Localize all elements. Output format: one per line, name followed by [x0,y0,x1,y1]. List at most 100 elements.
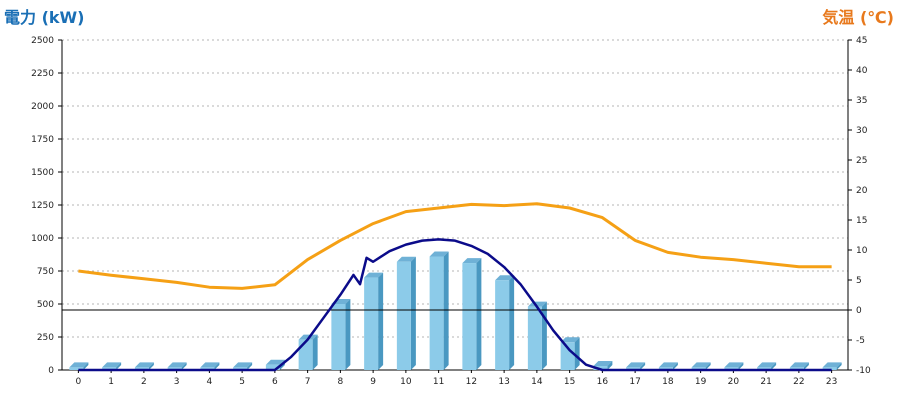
bar-top [822,362,842,368]
bar-side [312,334,318,370]
left-tick-label: 250 [37,333,54,343]
x-tick-label: 1 [108,377,114,387]
bar [167,367,182,370]
bar [593,366,608,370]
right-tick-label: 30 [856,126,868,136]
left-tick-label: 1500 [31,168,54,178]
bar-top [167,362,187,368]
right-tick-label: 10 [856,246,868,256]
bar [69,367,84,370]
bar-side [836,362,842,370]
bar-top [789,362,809,368]
bar-side [116,362,122,370]
right-tick-label: 20 [856,186,868,196]
x-tick-label: 4 [207,377,213,387]
bar-top [364,272,384,278]
bar-top [691,362,711,368]
left-tick-label: 1250 [31,201,54,211]
bar-side [148,362,154,370]
bar [560,342,575,370]
right-tick-label: -5 [856,336,865,346]
bar-side [410,256,416,370]
x-tick-label: 16 [597,377,609,387]
x-tick-label: 18 [662,377,674,387]
x-tick-label: 7 [305,377,311,387]
x-tick-label: 10 [400,377,412,387]
bar-top [593,361,613,367]
bar-top [233,362,253,368]
bar [364,277,379,370]
bar-top [69,362,89,368]
bar-side [83,362,89,370]
x-tick-label: 23 [826,377,837,387]
bar-top [429,251,449,257]
x-tick-label: 22 [793,377,804,387]
left-tick-label: 1000 [31,234,54,244]
x-tick-label: 5 [239,377,245,387]
bar-side [705,362,711,370]
left-tick-label: 750 [37,267,54,277]
bar-top [462,258,482,264]
x-tick-label: 14 [531,377,543,387]
right-tick-label: 0 [856,306,862,316]
bar-top [560,337,580,343]
left-axis-title: 電力 (kW) [4,8,85,27]
bar-top [200,362,220,368]
bar [233,367,248,370]
bar-side [640,362,646,370]
x-tick-label: 6 [272,377,278,387]
x-tick-label: 11 [433,377,444,387]
bar-side [574,337,580,370]
bar [396,261,411,370]
bar-top [724,362,744,368]
bar [331,304,346,370]
bar-side [476,258,482,370]
x-tick-label: 20 [728,377,740,387]
bar-top [757,362,777,368]
bar-side [181,362,187,370]
bar-side [738,362,744,370]
x-tick-label: 8 [338,377,344,387]
bar [462,263,477,370]
bar [527,306,542,370]
bar-top [102,362,122,368]
x-tick-label: 21 [760,377,771,387]
bar-top [658,362,678,368]
bar-side [803,362,809,370]
right-tick-label: 40 [856,66,868,76]
right-tick-label: 5 [856,276,862,286]
bar-side [509,275,515,370]
bar-side [378,272,384,370]
bar-side [247,362,253,370]
x-tick-label: 15 [564,377,575,387]
right-tick-label: 15 [856,216,867,226]
x-tick-label: 0 [76,377,82,387]
bar [822,367,837,370]
bar [658,367,673,370]
bar [757,367,772,370]
bar-side [771,362,777,370]
right-tick-label: -10 [856,366,871,376]
left-tick-label: 0 [48,366,54,376]
bar [724,367,739,370]
bar [298,339,313,370]
bar [102,367,117,370]
right-tick-label: 35 [856,96,867,106]
bar-top [495,275,515,281]
right-tick-label: 25 [856,156,867,166]
x-tick-label: 13 [498,377,509,387]
x-tick-label: 3 [174,377,180,387]
bar-side [345,299,351,370]
bar-side [443,251,449,370]
bar [200,367,215,370]
x-tick-label: 12 [466,377,477,387]
x-tick-label: 2 [141,377,147,387]
bar [429,256,444,370]
bar-top [396,256,416,262]
bar-side [672,362,678,370]
bar-top [626,362,646,368]
bar [265,364,280,370]
bar-side [607,361,613,370]
temperature-line [78,202,832,290]
